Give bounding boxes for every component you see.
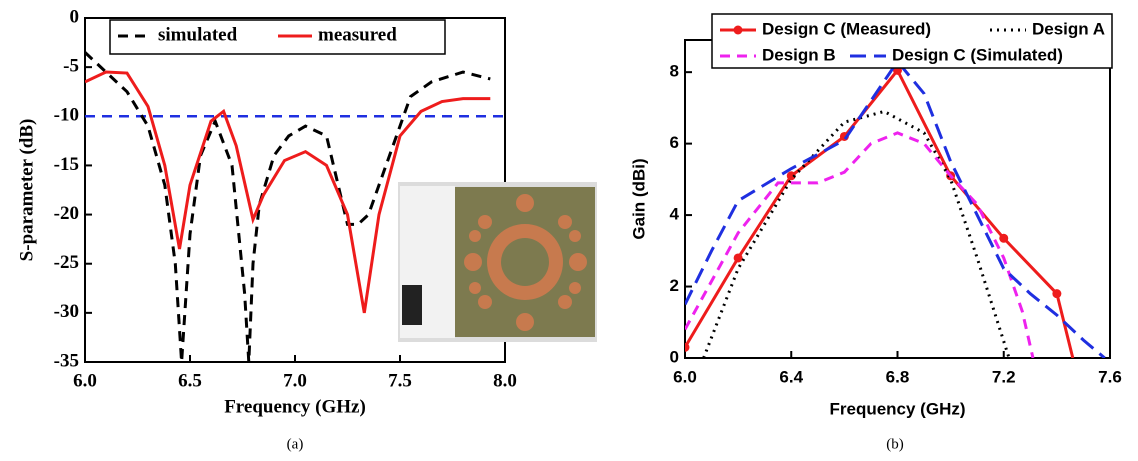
data-point xyxy=(999,234,1008,243)
caption: (a) xyxy=(287,436,304,452)
y-tick-label: 6 xyxy=(670,133,679,152)
panel-b: 6.0 6.4 6.8 7.2 7.6 0 2 4 6 8 Frequency (GHz) Gain … xyxy=(629,14,1121,452)
y-tick-label: -25 xyxy=(54,252,79,273)
data-point xyxy=(681,343,690,352)
x-tick-label: 7.2 xyxy=(992,367,1016,386)
plot-frame xyxy=(685,40,1110,358)
x-axis-label: Frequency (GHz) xyxy=(829,399,965,418)
series-line xyxy=(704,111,1009,358)
x-tick-label: 7.6 xyxy=(1098,367,1122,386)
legend-label: simulated xyxy=(158,24,238,45)
series-line xyxy=(685,61,1105,358)
y-tick-label: 4 xyxy=(670,205,680,224)
legend-label: Design B xyxy=(762,45,836,64)
y-axis-label: Gain (dBi) xyxy=(629,158,648,239)
y-tick-label: 2 xyxy=(670,276,679,295)
y-tick-label: 8 xyxy=(670,62,679,81)
caption: (b) xyxy=(886,436,904,452)
data-point xyxy=(734,253,743,262)
plot-area xyxy=(681,61,1105,358)
legend-marker xyxy=(734,26,743,35)
x-tick-label: 6.0 xyxy=(73,370,97,391)
figure: 6.0 6.5 7.0 7.5 8.0 0 -5 -10 -15 -20 -25 -30 -35 Freq… xyxy=(0,0,1138,461)
x-tick-label: 6.0 xyxy=(673,367,697,386)
y-tick-label: 0 xyxy=(70,6,80,27)
legend-label: measured xyxy=(318,24,397,45)
x-tick-label: 6.8 xyxy=(886,367,910,386)
x-tick-label: 6.5 xyxy=(178,370,202,391)
y-tick-label: -30 xyxy=(54,301,79,322)
y-tick-label: -10 xyxy=(54,105,79,126)
legend-label: Design C (Simulated) xyxy=(892,45,1063,64)
x-tick-label: 6.4 xyxy=(779,367,803,386)
y-tick-label: -35 xyxy=(54,350,79,371)
y-tick-label: -15 xyxy=(54,154,79,175)
y-axis-label: S-parameter (dB) xyxy=(16,119,37,262)
legend-label: Design A xyxy=(1032,19,1105,38)
y-tick-label: 0 xyxy=(670,347,679,366)
y-tick-label: -20 xyxy=(54,203,79,224)
y-tick-label: -5 xyxy=(63,56,79,77)
x-tick-label: 8.0 xyxy=(493,370,517,391)
data-point xyxy=(1052,289,1061,298)
inset-photo xyxy=(398,182,597,342)
series-line xyxy=(685,133,1033,358)
x-tick-label: 7.0 xyxy=(283,370,307,391)
legend-label: Design C (Measured) xyxy=(762,19,931,38)
x-tick-label: 7.5 xyxy=(388,370,412,391)
series-line xyxy=(685,70,1073,358)
x-axis-label: Frequency (GHz) xyxy=(224,396,366,417)
